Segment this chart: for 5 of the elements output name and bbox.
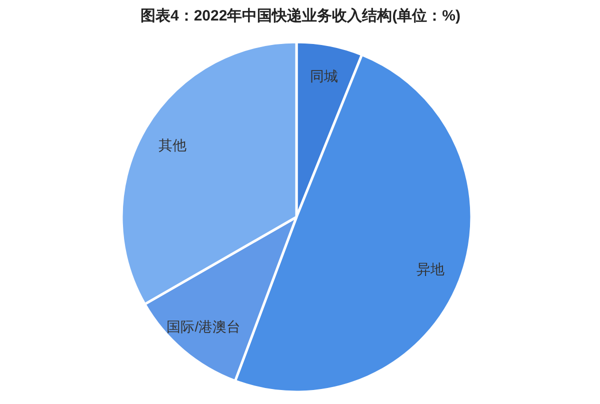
slice-label: 国际/港澳台 bbox=[166, 318, 241, 334]
chart-title: 图表4：2022年中国快递业务收入结构(单位：%) bbox=[140, 6, 461, 24]
slice-label: 其他 bbox=[158, 137, 186, 154]
slice-label: 同城 bbox=[310, 68, 338, 84]
slice-label: 异地 bbox=[416, 260, 444, 277]
